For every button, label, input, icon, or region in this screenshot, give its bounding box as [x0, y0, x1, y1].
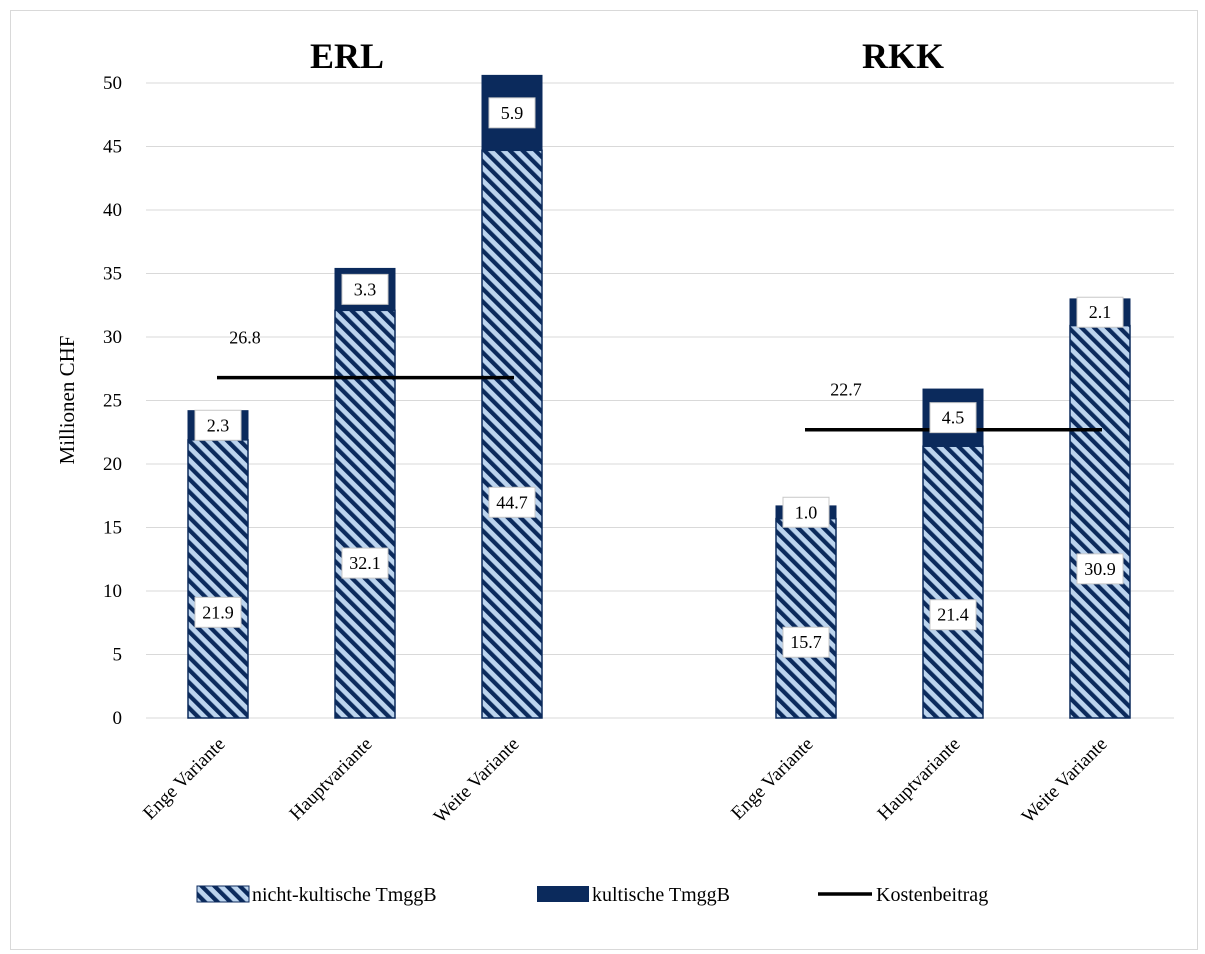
svg-text:2.3: 2.3: [207, 415, 230, 435]
data-label-nicht-kultisch: 15.7: [782, 626, 830, 658]
category-label: Hauptvariante: [874, 734, 965, 825]
legend-swatch-nicht-kultisch: [196, 885, 250, 903]
svg-text:3.3: 3.3: [354, 279, 377, 299]
y-tick-label: 0: [113, 708, 123, 729]
kostenbeitrag-label: 22.7: [830, 380, 862, 400]
svg-text:21.9: 21.9: [202, 602, 234, 622]
data-label-kultisch: 5.9: [488, 97, 536, 129]
group-title-erl: ERL: [310, 36, 384, 76]
bar-nicht-kultisch: [922, 445, 984, 719]
bar-nicht-kultisch: [187, 439, 249, 719]
data-label-kultisch: 2.3: [194, 409, 242, 441]
category-label: Weite Variante: [430, 734, 524, 828]
y-tick-label: 45: [103, 137, 122, 158]
data-label-kultisch: 3.3: [341, 273, 389, 305]
gridlines: [146, 82, 1174, 719]
y-tick-label: 25: [103, 391, 122, 412]
data-label-nicht-kultisch: 30.9: [1076, 553, 1124, 585]
y-tick-label: 15: [103, 518, 122, 539]
y-tick-label: 10: [103, 581, 122, 602]
bar-nicht-kultisch: [1069, 324, 1131, 719]
y-tick-label: 20: [103, 454, 122, 475]
data-label-kultisch: 2.1: [1076, 296, 1124, 328]
y-tick-label: 35: [103, 264, 122, 285]
legend-label-kultisch: kultische TmggB: [592, 884, 730, 906]
svg-text:15.7: 15.7: [790, 632, 822, 652]
svg-text:30.9: 30.9: [1084, 559, 1116, 579]
legend-label-nicht-kultisch: nicht-kultische TmggB: [252, 884, 437, 906]
svg-text:1.0: 1.0: [795, 502, 818, 522]
svg-text:2.1: 2.1: [1089, 302, 1112, 322]
bars: [187, 74, 1131, 719]
legend-label-kostenbeitrag: Kostenbeitrag: [876, 884, 988, 906]
svg-text:5.9: 5.9: [501, 103, 524, 123]
data-label-nicht-kultisch: 32.1: [341, 547, 389, 579]
y-tick-label: 50: [103, 73, 122, 94]
category-labels: Enge Variante Hauptvariante Weite Variante…: [139, 734, 1111, 828]
group-titles: ERL RKK: [310, 36, 944, 76]
legend: nicht-kultische TmggB kultische TmggB Ko…: [196, 884, 988, 906]
svg-text:32.1: 32.1: [349, 553, 381, 573]
data-label-kultisch: 4.5: [929, 402, 977, 434]
svg-text:44.7: 44.7: [496, 492, 528, 512]
data-labels: 21.9 2.3 32.1 3.3 44.7 5.9 26.8 15.7 1.0 21.4 4.5 3…: [194, 97, 1124, 658]
legend-swatch-kultisch: [537, 886, 589, 902]
bar-nicht-kultisch: [334, 309, 396, 719]
data-label-kultisch: 1.0: [782, 496, 830, 528]
y-axis: 0 5 10 15 20 25 30 35 40 45 50: [103, 73, 122, 729]
y-tick-label: 30: [103, 327, 122, 348]
y-axis-label: Millionen CHF: [55, 336, 79, 465]
y-tick-label: 5: [113, 645, 123, 666]
category-label: Enge Variante: [139, 734, 229, 824]
bar-nicht-kultisch: [775, 517, 837, 719]
svg-text:4.5: 4.5: [942, 408, 965, 428]
data-label-nicht-kultisch: 21.4: [929, 599, 977, 631]
y-tick-label: 40: [103, 200, 122, 221]
category-label: Enge Variante: [727, 734, 817, 824]
bar-nicht-kultisch: [481, 149, 543, 719]
data-label-nicht-kultisch: 21.9: [194, 596, 242, 628]
category-label: Hauptvariante: [286, 734, 377, 825]
category-label: Weite Variante: [1018, 734, 1112, 828]
kostenbeitrag-label: 26.8: [229, 328, 261, 348]
svg-text:21.4: 21.4: [937, 605, 969, 625]
data-label-nicht-kultisch: 44.7: [488, 486, 536, 518]
group-title-rkk: RKK: [862, 36, 944, 76]
